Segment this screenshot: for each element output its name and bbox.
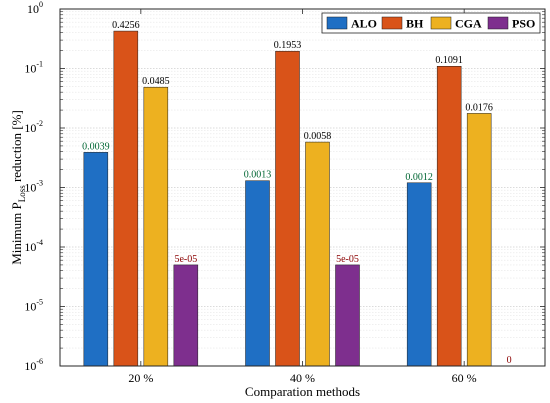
legend-swatch-pso — [487, 16, 509, 30]
bar-cga — [305, 141, 330, 367]
y-tick-label: 100 — [27, 0, 43, 16]
legend-swatch-bh — [381, 16, 403, 30]
x-axis-title: Comparation methods — [245, 384, 360, 399]
data-label-cga: 0.0058 — [304, 131, 332, 142]
x-tick-label: 20 % — [128, 371, 153, 385]
y-tick-label: 10-5 — [24, 298, 43, 314]
axis-ticks: 100 10-1 10-2 10-3 10-4 10-5 10-6 20 % 40 % 60 % — [24, 0, 545, 385]
y-axis-title-subscript: Loss — [17, 185, 27, 203]
data-label-bh: 0.1953 — [274, 40, 302, 51]
data-label-pso: 5e-05 — [174, 254, 197, 265]
data-label-pso: 0 — [507, 355, 512, 366]
data-label-alo: 0.0012 — [405, 172, 433, 183]
data-label-alo: 0.0013 — [244, 170, 272, 181]
data-labels: 0.0039 0.4256 0.0485 5e-05 0.0013 0.1953 0.005… — [82, 20, 512, 366]
legend-swatch-alo — [326, 16, 348, 30]
data-label-alo: 0.0039 — [82, 141, 110, 152]
bar-cga — [466, 113, 492, 367]
bar-alo — [245, 180, 270, 367]
data-label-cga: 0.0485 — [142, 76, 170, 87]
x-tick-label: 40 % — [290, 371, 315, 385]
legend-swatch-cga — [430, 16, 452, 30]
legend: ALO BH CGA PSO — [321, 12, 541, 34]
bar-pso — [335, 264, 360, 367]
y-tick-label: 10-1 — [24, 60, 43, 76]
y-tick-label: 10-2 — [24, 119, 43, 135]
data-label-bh: 0.1091 — [435, 55, 463, 66]
bar-cga — [143, 86, 169, 367]
data-label-bh: 0.4256 — [112, 20, 140, 31]
bar-alo — [406, 182, 432, 367]
y-axis-title: Minimum PLoss reduction [%] — [9, 110, 27, 265]
y-axis-title-suffix: reduction [%] — [9, 110, 24, 185]
data-label-pso: 5e-05 — [336, 254, 359, 265]
plot-background — [60, 9, 545, 366]
bar-bh — [275, 50, 300, 367]
data-label-cga: 0.0176 — [465, 102, 493, 113]
y-tick-label: 10-4 — [24, 238, 43, 254]
legend-label-bh: BH — [406, 17, 424, 31]
legend-label-pso: PSO — [512, 17, 535, 31]
y-tick-label: 10-6 — [24, 357, 43, 373]
y-tick-label: 10-3 — [24, 179, 43, 195]
legend-label-alo: ALO — [351, 17, 377, 31]
bar-alo — [83, 152, 109, 367]
legend-label-cga: CGA — [455, 17, 482, 31]
x-tick-label: 60 % — [452, 371, 477, 385]
bars — [83, 30, 492, 367]
y-axis-title-prefix: Minimum P — [9, 202, 24, 265]
bar-pso — [173, 264, 199, 367]
bar-bh — [113, 30, 139, 367]
bar-bh — [436, 65, 462, 367]
